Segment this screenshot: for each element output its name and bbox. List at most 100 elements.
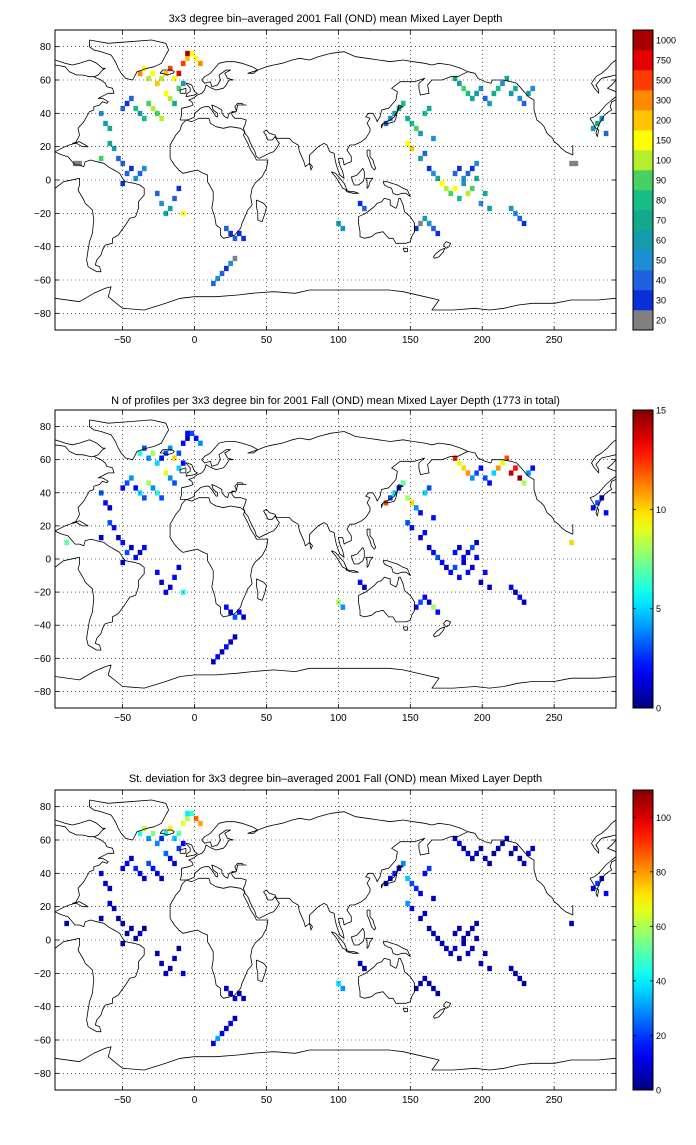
data-bin bbox=[142, 495, 147, 501]
data-bin bbox=[137, 450, 143, 456]
coastline bbox=[345, 189, 359, 194]
data-bin bbox=[444, 564, 449, 571]
x-tick-label: 50 bbox=[261, 713, 273, 724]
coastline-layer bbox=[55, 39, 616, 311]
data-bin bbox=[504, 75, 510, 82]
data-bin bbox=[457, 574, 462, 580]
coastline-layer bbox=[55, 419, 616, 689]
data-bin bbox=[107, 505, 113, 511]
colorbar-swatch bbox=[633, 110, 653, 131]
data-bin bbox=[599, 875, 605, 882]
data-bin bbox=[159, 835, 164, 842]
coastline bbox=[358, 197, 415, 244]
data-bin bbox=[474, 539, 479, 546]
data-bin bbox=[185, 50, 190, 57]
data-bin bbox=[400, 860, 406, 867]
data-bin bbox=[413, 885, 419, 892]
bin-layer bbox=[64, 810, 609, 1047]
y-tick-label: −40 bbox=[34, 1002, 51, 1013]
data-bin bbox=[215, 1035, 221, 1042]
colorbar: 0 20 40 60 80 100 bbox=[632, 789, 671, 1096]
coastline bbox=[467, 71, 574, 156]
data-bin bbox=[176, 830, 182, 837]
data-bin bbox=[431, 930, 436, 937]
y-tick-label: −60 bbox=[34, 276, 51, 287]
data-bin bbox=[474, 554, 479, 561]
data-bin bbox=[470, 855, 475, 862]
data-bin bbox=[418, 155, 423, 162]
data-bin bbox=[409, 525, 415, 531]
panel-title: St. deviation for 3x3 degree bin–average… bbox=[129, 773, 542, 785]
data-bin bbox=[573, 160, 579, 167]
data-bin bbox=[418, 915, 423, 922]
data-bin bbox=[133, 485, 139, 491]
colorbar-label: 40 bbox=[656, 276, 666, 286]
data-bin bbox=[185, 815, 190, 822]
data-bin bbox=[189, 50, 195, 57]
data-bin bbox=[172, 195, 177, 202]
data-bin bbox=[211, 1040, 216, 1047]
colorbar-swatch bbox=[633, 190, 653, 211]
coastline bbox=[432, 1007, 446, 1019]
data-bin bbox=[452, 564, 458, 571]
data-bin bbox=[163, 470, 169, 476]
data-bin bbox=[98, 110, 104, 117]
data-bin bbox=[142, 544, 147, 551]
coastline bbox=[607, 79, 616, 93]
x-tick-label: 0 bbox=[192, 335, 198, 346]
data-bin bbox=[431, 225, 436, 232]
data-bin bbox=[219, 649, 225, 655]
data-bin bbox=[120, 920, 126, 927]
data-bin bbox=[508, 90, 514, 97]
coastline bbox=[55, 64, 115, 153]
grid-layer bbox=[55, 30, 616, 330]
data-bin bbox=[228, 639, 233, 645]
colorbar-label: 100 bbox=[656, 813, 671, 823]
data-bin bbox=[340, 225, 346, 232]
colorbar-swatch bbox=[633, 70, 653, 91]
data-bin bbox=[215, 654, 221, 660]
data-bin bbox=[470, 564, 475, 571]
data-bin bbox=[435, 990, 441, 997]
data-bin bbox=[487, 205, 492, 212]
data-bin bbox=[150, 830, 156, 837]
data-bin bbox=[461, 175, 466, 182]
coastline bbox=[179, 51, 469, 179]
y-tick-label: −40 bbox=[34, 242, 51, 253]
data-bin bbox=[457, 955, 462, 962]
data-bin bbox=[426, 485, 432, 491]
data-bin bbox=[236, 990, 242, 997]
coastline bbox=[185, 462, 198, 477]
data-bin bbox=[176, 945, 182, 952]
data-bin bbox=[422, 110, 428, 117]
y-tick-label: 40 bbox=[40, 109, 52, 120]
data-bin bbox=[409, 500, 415, 506]
data-bin bbox=[431, 604, 436, 610]
coastline bbox=[309, 923, 313, 931]
data-bin bbox=[116, 155, 121, 162]
data-bin bbox=[137, 70, 143, 77]
data-bin bbox=[422, 150, 428, 157]
tick-layer bbox=[55, 790, 616, 1090]
data-bin bbox=[154, 569, 160, 576]
coastline bbox=[309, 542, 313, 550]
colorbar-label: 60 bbox=[656, 236, 666, 246]
data-bin bbox=[167, 65, 173, 72]
data-bin bbox=[198, 60, 203, 67]
data-bin bbox=[159, 579, 164, 585]
data-bin bbox=[98, 490, 104, 496]
data-bin bbox=[439, 180, 445, 187]
data-bin bbox=[189, 430, 195, 436]
data-bin bbox=[500, 840, 505, 847]
data-bin bbox=[478, 960, 484, 967]
y-tick-label: −80 bbox=[34, 1069, 51, 1080]
coastline bbox=[365, 556, 374, 568]
data-bin bbox=[142, 875, 147, 882]
colorbar-swatch bbox=[633, 90, 653, 111]
data-bin bbox=[198, 440, 203, 446]
coastline bbox=[55, 151, 145, 273]
data-bin bbox=[517, 975, 523, 982]
data-bin bbox=[482, 475, 488, 481]
map-area bbox=[55, 799, 616, 1071]
coastline bbox=[255, 199, 267, 223]
